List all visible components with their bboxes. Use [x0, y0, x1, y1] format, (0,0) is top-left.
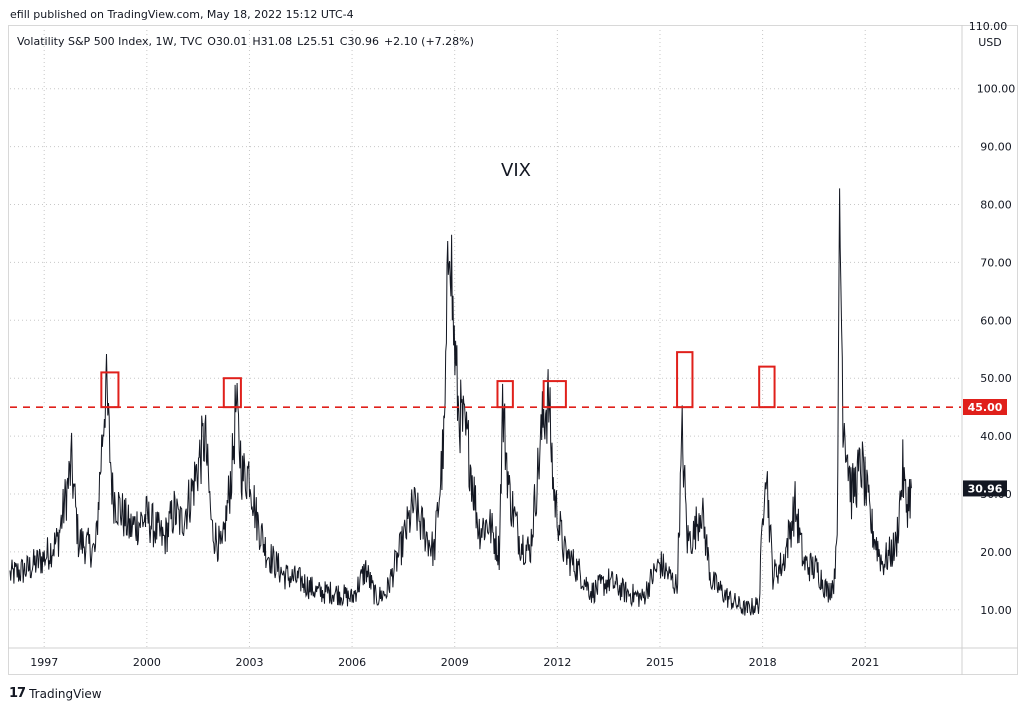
spike-highlight-box[interactable]	[496, 380, 514, 409]
symbol-legend: Volatility S&P 500 Index, 1W, TVC O30.01 H…	[17, 35, 479, 48]
y-tick-label: 50.00	[980, 372, 1012, 385]
axes	[8, 25, 1018, 675]
x-tick-label: 2018	[749, 656, 777, 669]
spike-highlight-box[interactable]	[542, 380, 567, 409]
legend-change: +2.10 (+7.28%)	[383, 35, 474, 48]
x-tick-label: 1997	[30, 656, 58, 669]
x-tick-label: 2003	[235, 656, 263, 669]
vix-series	[9, 188, 912, 616]
x-tick-label: 2012	[543, 656, 571, 669]
y-tick-label: 100.00	[977, 83, 1016, 96]
footer-brand-text: TradingView	[29, 686, 102, 701]
legend-open: O30.01	[207, 35, 248, 48]
annotations	[10, 351, 961, 409]
spike-highlight-box[interactable]	[100, 371, 120, 409]
y-tick-label: 40.00	[980, 430, 1012, 443]
spike-highlight-box[interactable]	[676, 351, 694, 409]
chart-frame	[8, 25, 1018, 675]
tradingview-logo-icon: 17	[9, 686, 26, 701]
x-tick-label: 2009	[441, 656, 469, 669]
y-tick-label: 20.00	[980, 546, 1012, 559]
x-tick-label: 2000	[133, 656, 161, 669]
currency-label[interactable]: USD	[978, 36, 1002, 49]
x-tick-label: 2015	[646, 656, 674, 669]
y-tick-label: 90.00	[980, 141, 1012, 154]
publisher-line: efill published on TradingView.com, May …	[10, 8, 354, 21]
legend-low: L25.51	[297, 35, 335, 48]
price-axis[interactable]: 10.0020.0030.0040.0050.0060.0070.0080.00…	[977, 83, 1016, 617]
y-tick-label: 80.00	[980, 199, 1012, 212]
x-tick-label: 2021	[851, 656, 879, 669]
grid-lines	[10, 30, 961, 647]
hline-price-label: 45.00	[968, 401, 1003, 414]
hline-price-label-bg	[963, 399, 1007, 415]
legend-close: C30.96	[339, 35, 379, 48]
y-tick-label: 70.00	[980, 256, 1012, 269]
price-labels: 45.00 30.96	[963, 399, 1007, 497]
y-tick-partial-label: 110.00	[969, 20, 1008, 33]
last-price-label-bg	[963, 480, 1007, 497]
last-price-label: 30.96	[968, 482, 1003, 495]
legend-symbol[interactable]: Volatility S&P 500 Index, 1W, TVC	[17, 35, 203, 48]
vix-line	[9, 188, 912, 616]
legend-high: H31.08	[252, 35, 293, 48]
spike-highlight-box[interactable]	[758, 365, 776, 409]
time-axis[interactable]: 1997 2000 2003 2006 2009 2012 2015 2018 2021	[30, 656, 879, 669]
spike-highlight-box[interactable]	[222, 377, 242, 409]
y-tick-label: 60.00	[980, 314, 1012, 327]
x-tick-label: 2006	[338, 656, 366, 669]
chart-title: VIX	[501, 160, 531, 181]
footer-brand[interactable]: 17 TradingView	[9, 686, 102, 701]
y-tick-label: 10.00	[980, 604, 1012, 617]
